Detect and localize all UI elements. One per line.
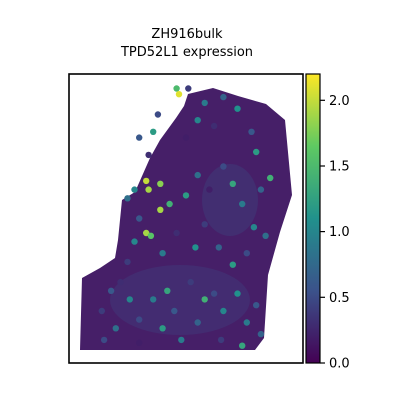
scatter-point — [210, 122, 218, 130]
scatter-point — [220, 93, 227, 101]
scatter-point — [107, 287, 115, 294]
scatter-point — [194, 319, 201, 326]
tissue-region-low — [110, 265, 250, 335]
scatter-point — [100, 336, 108, 344]
colorbar-tick-label: 0.5 — [329, 291, 350, 306]
scatter-point — [150, 296, 157, 303]
scatter-point — [173, 85, 180, 92]
scatter-point — [257, 330, 265, 338]
scatter-point — [136, 134, 143, 141]
scatter-point — [201, 221, 208, 228]
scatter-point — [164, 287, 171, 294]
scatter-point — [215, 244, 222, 251]
tissue-area — [80, 85, 292, 350]
scatter-point — [217, 336, 225, 344]
scatter-point — [136, 316, 143, 323]
scatter-point — [229, 261, 236, 268]
scatter-point — [175, 91, 183, 98]
scatter-point — [124, 195, 131, 202]
scatter-point — [147, 232, 155, 239]
scatter-point — [234, 290, 241, 297]
colorbar-tick-label: 1.5 — [329, 160, 350, 175]
chart-subtitle: TPD52L1 expression — [120, 45, 253, 60]
plot-frame — [68, 73, 304, 364]
scatter-point — [143, 229, 150, 237]
scatter-point — [257, 186, 265, 193]
scatter-point — [117, 278, 124, 286]
scatter-point — [248, 128, 255, 135]
scatter-point — [206, 186, 213, 193]
colorbar: 0.0 0.5 1.0 1.5 2.0 — [305, 73, 350, 372]
scatter-point — [157, 180, 164, 187]
scatter-point — [173, 229, 180, 237]
scatter-point — [182, 192, 190, 199]
scatter-point — [159, 325, 166, 332]
scatter-point — [126, 296, 133, 303]
scatter-point — [210, 290, 218, 297]
scatter-point — [243, 319, 250, 326]
scatter-point — [234, 105, 241, 112]
scatter-point — [145, 186, 152, 193]
scatter-point — [194, 171, 201, 179]
scatter-point — [185, 85, 192, 92]
tissue-region-mid — [202, 164, 258, 236]
tissue-section — [80, 88, 292, 350]
scatter-point — [159, 250, 166, 257]
scatter-point — [145, 151, 152, 159]
scatter-point — [112, 325, 120, 332]
colorbar-gradient — [305, 73, 321, 364]
scatter-point — [124, 258, 131, 266]
scatter-point — [171, 307, 178, 315]
scatter-point — [250, 224, 258, 231]
scatter-point — [154, 111, 162, 118]
scatter-point — [262, 232, 269, 239]
scatter-point — [201, 296, 208, 303]
scatter-point — [143, 177, 150, 185]
scatter-point — [220, 163, 227, 170]
scatter-point — [187, 278, 194, 286]
scatter-point — [220, 307, 227, 315]
scatter-point — [157, 206, 164, 213]
scatter-point — [98, 307, 106, 315]
scatter-point — [131, 186, 138, 193]
scatter-points — [98, 85, 274, 349]
scatter-point — [243, 250, 250, 257]
scatter-point — [150, 128, 157, 135]
scatter-point — [136, 339, 143, 346]
chart-title: ZH916bulk — [151, 27, 223, 42]
scatter-point — [194, 117, 201, 124]
scatter-point — [182, 134, 190, 141]
scatter-point — [239, 342, 246, 349]
colorbar-tick-label: 0.0 — [329, 357, 350, 372]
scatter-point — [166, 200, 173, 208]
colorbar-tick-label: 2.0 — [329, 94, 350, 109]
scatter-point — [253, 302, 260, 309]
scatter-point — [192, 244, 199, 251]
scatter-point — [253, 148, 260, 156]
scatter-point — [131, 238, 138, 245]
colorbar-ticks: 0.0 0.5 1.0 1.5 2.0 — [320, 94, 350, 372]
scatter-point — [267, 174, 274, 182]
scatter-point — [229, 180, 236, 187]
colorbar-tick-label: 1.0 — [329, 225, 350, 240]
scatter-point — [239, 200, 246, 208]
scatter-point — [136, 215, 143, 222]
scatter-point — [178, 336, 185, 344]
scatter-point — [201, 99, 208, 107]
